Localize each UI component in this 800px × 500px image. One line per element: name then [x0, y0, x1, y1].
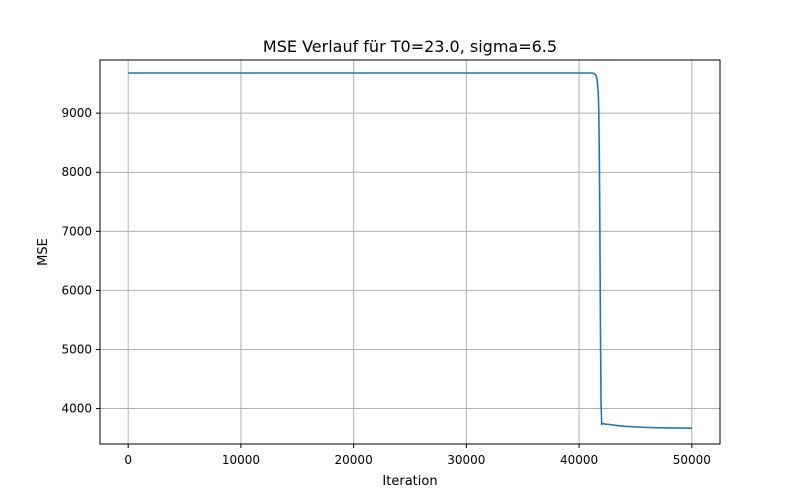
y-axis-ticks: 4000 5000 6000 7000 8000 9000	[61, 106, 100, 416]
plot-frame	[99, 59, 721, 445]
x-tick-label: 30000	[447, 453, 485, 467]
mse-series-line	[128, 72, 692, 429]
chart-title: MSE Verlauf für T0=23.0, sigma=6.5	[263, 37, 557, 56]
x-tick-label: 0	[124, 453, 132, 467]
x-tick-label: 50000	[673, 453, 711, 467]
series-layer	[128, 72, 692, 429]
x-tick-label: 20000	[335, 453, 373, 467]
y-tick-label: 4000	[61, 402, 92, 416]
y-tick-label: 8000	[61, 165, 92, 179]
y-tick-label: 6000	[61, 283, 92, 297]
y-tick-label: 9000	[61, 106, 92, 120]
y-axis-label: MSE	[36, 238, 51, 266]
x-axis-ticks: 0 10000 20000 30000 40000 50000	[124, 444, 711, 467]
grid-lines	[100, 60, 720, 444]
y-tick-label: 7000	[61, 224, 92, 238]
x-axis-label: Iteration	[382, 474, 437, 489]
x-tick-label: 10000	[222, 453, 260, 467]
y-tick-label: 5000	[61, 342, 92, 356]
x-tick-label: 40000	[560, 453, 598, 467]
